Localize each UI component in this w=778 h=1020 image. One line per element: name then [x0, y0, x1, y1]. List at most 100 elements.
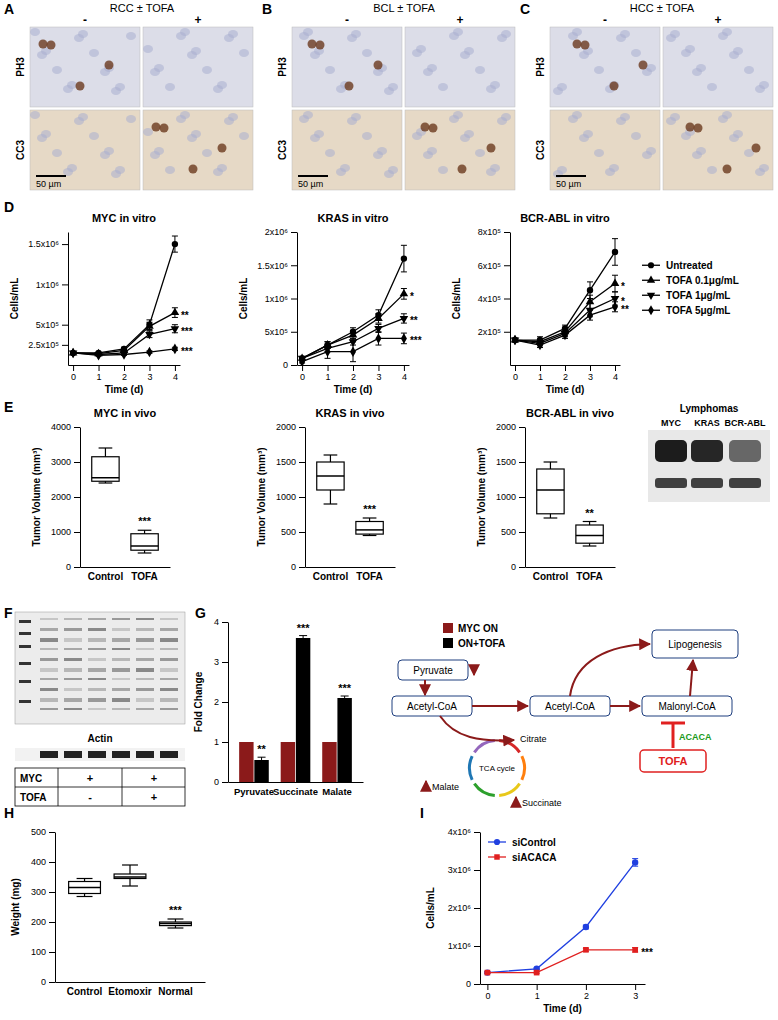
nucleus: [384, 170, 394, 178]
tick: 1.5x10⁶: [257, 261, 297, 271]
stained-cell: [573, 40, 582, 49]
stained-cell: [189, 165, 198, 174]
whisker-cap: [324, 454, 338, 455]
tick-mark: [291, 232, 297, 233]
chart-title: BCR-ABL in vivo: [526, 407, 614, 419]
tick-label: 0: [283, 360, 288, 370]
tick-label: Control: [533, 571, 569, 582]
blot-band: [136, 678, 154, 680]
node-label: Acetyl-CoA: [545, 701, 595, 712]
panel-title: RCC ± TOFA: [110, 2, 175, 14]
stained-cell: [105, 61, 114, 70]
tick: 1: [97, 365, 102, 382]
significance: ***: [641, 947, 653, 958]
nucleus: [729, 51, 739, 59]
nucleus: [63, 85, 73, 93]
row-label: PH3: [277, 57, 288, 77]
blot-band: [112, 658, 130, 661]
x-axis-title: Time (d): [543, 1003, 582, 1014]
nucleus: [187, 51, 197, 59]
y-axis: 01234: [214, 617, 229, 787]
chart: ControlTOFA0500100015002000KRAS in vivoT…: [256, 407, 396, 582]
tick-label: 4x10⁵: [478, 294, 502, 304]
row-label: CC3: [535, 140, 546, 160]
significance: **: [257, 743, 266, 755]
nucleus: [310, 134, 320, 142]
column-label: -: [345, 13, 349, 27]
ladder-band: [19, 680, 31, 683]
table-cell: +: [151, 791, 157, 803]
x-axis: ControlEtomoxirNormal: [56, 983, 206, 998]
legend-label: TOFA 1μg/mL: [666, 290, 730, 301]
blot-band: [655, 478, 687, 488]
marker: [374, 313, 383, 320]
nucleus: [438, 166, 448, 174]
tick-mark: [291, 299, 297, 300]
tick-mark: [124, 365, 125, 371]
tick-label: 1: [214, 737, 219, 747]
blot-band: [160, 648, 178, 650]
nucleus: [718, 32, 728, 40]
tick-label: 4: [214, 617, 219, 627]
marker: [375, 333, 381, 344]
stained-cell: [458, 165, 467, 174]
y-axis: 01x10⁶2x10⁶3x10⁶4x10⁶: [448, 827, 481, 989]
tick-label: 2x10⁵: [478, 327, 502, 337]
series-line: [515, 299, 615, 344]
y-axis: 0500100015002000: [496, 422, 526, 572]
marker: [583, 924, 589, 930]
tick-mark: [519, 497, 525, 498]
tick-label: 0: [485, 991, 490, 1001]
box: [317, 462, 344, 490]
marker: [325, 346, 331, 357]
nucleus: [224, 34, 234, 42]
tick: 1x10⁶: [36, 280, 68, 290]
nucleus: [310, 51, 320, 59]
tick-mark: [62, 284, 68, 285]
box: [131, 534, 158, 550]
significance: *: [621, 281, 625, 292]
error-bar: [587, 310, 593, 320]
nucleus: [438, 83, 448, 91]
blot-band: [40, 698, 58, 702]
table-row-label: MYC: [20, 773, 42, 784]
nucleus: [325, 149, 335, 157]
tick-label: 100: [31, 947, 46, 957]
tick-mark: [590, 365, 591, 371]
legend-label: siControl: [512, 837, 556, 848]
tick-mark: [49, 862, 55, 863]
micrograph-image: [663, 110, 773, 190]
axis-line: [305, 428, 306, 568]
chart: ControlTOFA0500100015002000BCR-ABL in vi…: [476, 407, 616, 582]
tick-label: 2000: [496, 422, 516, 432]
blot-band: [64, 648, 82, 650]
tick: 1: [214, 737, 228, 747]
marker: [145, 321, 154, 328]
arrow: [610, 705, 640, 707]
tick-label: 2x10⁶: [448, 903, 472, 913]
median: [317, 475, 344, 477]
marker: [632, 859, 638, 865]
tick: 0: [41, 977, 55, 987]
nucleus: [150, 151, 160, 159]
blot-band: [64, 708, 82, 710]
node-label: Lipogenesis: [668, 639, 721, 650]
blot-band: [64, 628, 82, 631]
axis-line: [480, 833, 481, 985]
tick: 2000: [496, 422, 525, 432]
chart: 012301x10⁶2x10⁶3x10⁶4x10⁶Time (d)Cells/m…: [425, 827, 653, 1014]
tick: 3x10⁶: [448, 865, 480, 875]
marker: [299, 356, 305, 365]
tca-arc: [468, 756, 474, 781]
blot-band: [40, 618, 58, 620]
error-bar: [612, 239, 618, 266]
nucleus: [111, 87, 121, 95]
tick-label: 8x10⁵: [478, 227, 502, 237]
tick: 2: [351, 365, 356, 382]
nucleus: [74, 34, 84, 42]
nucleus: [100, 151, 110, 159]
plot-area: [317, 455, 384, 536]
tick-label: 1000: [496, 492, 516, 502]
chart: PyruvateSuccinateMalate01234Fold Change*…: [193, 617, 505, 796]
tick-mark: [586, 984, 587, 990]
